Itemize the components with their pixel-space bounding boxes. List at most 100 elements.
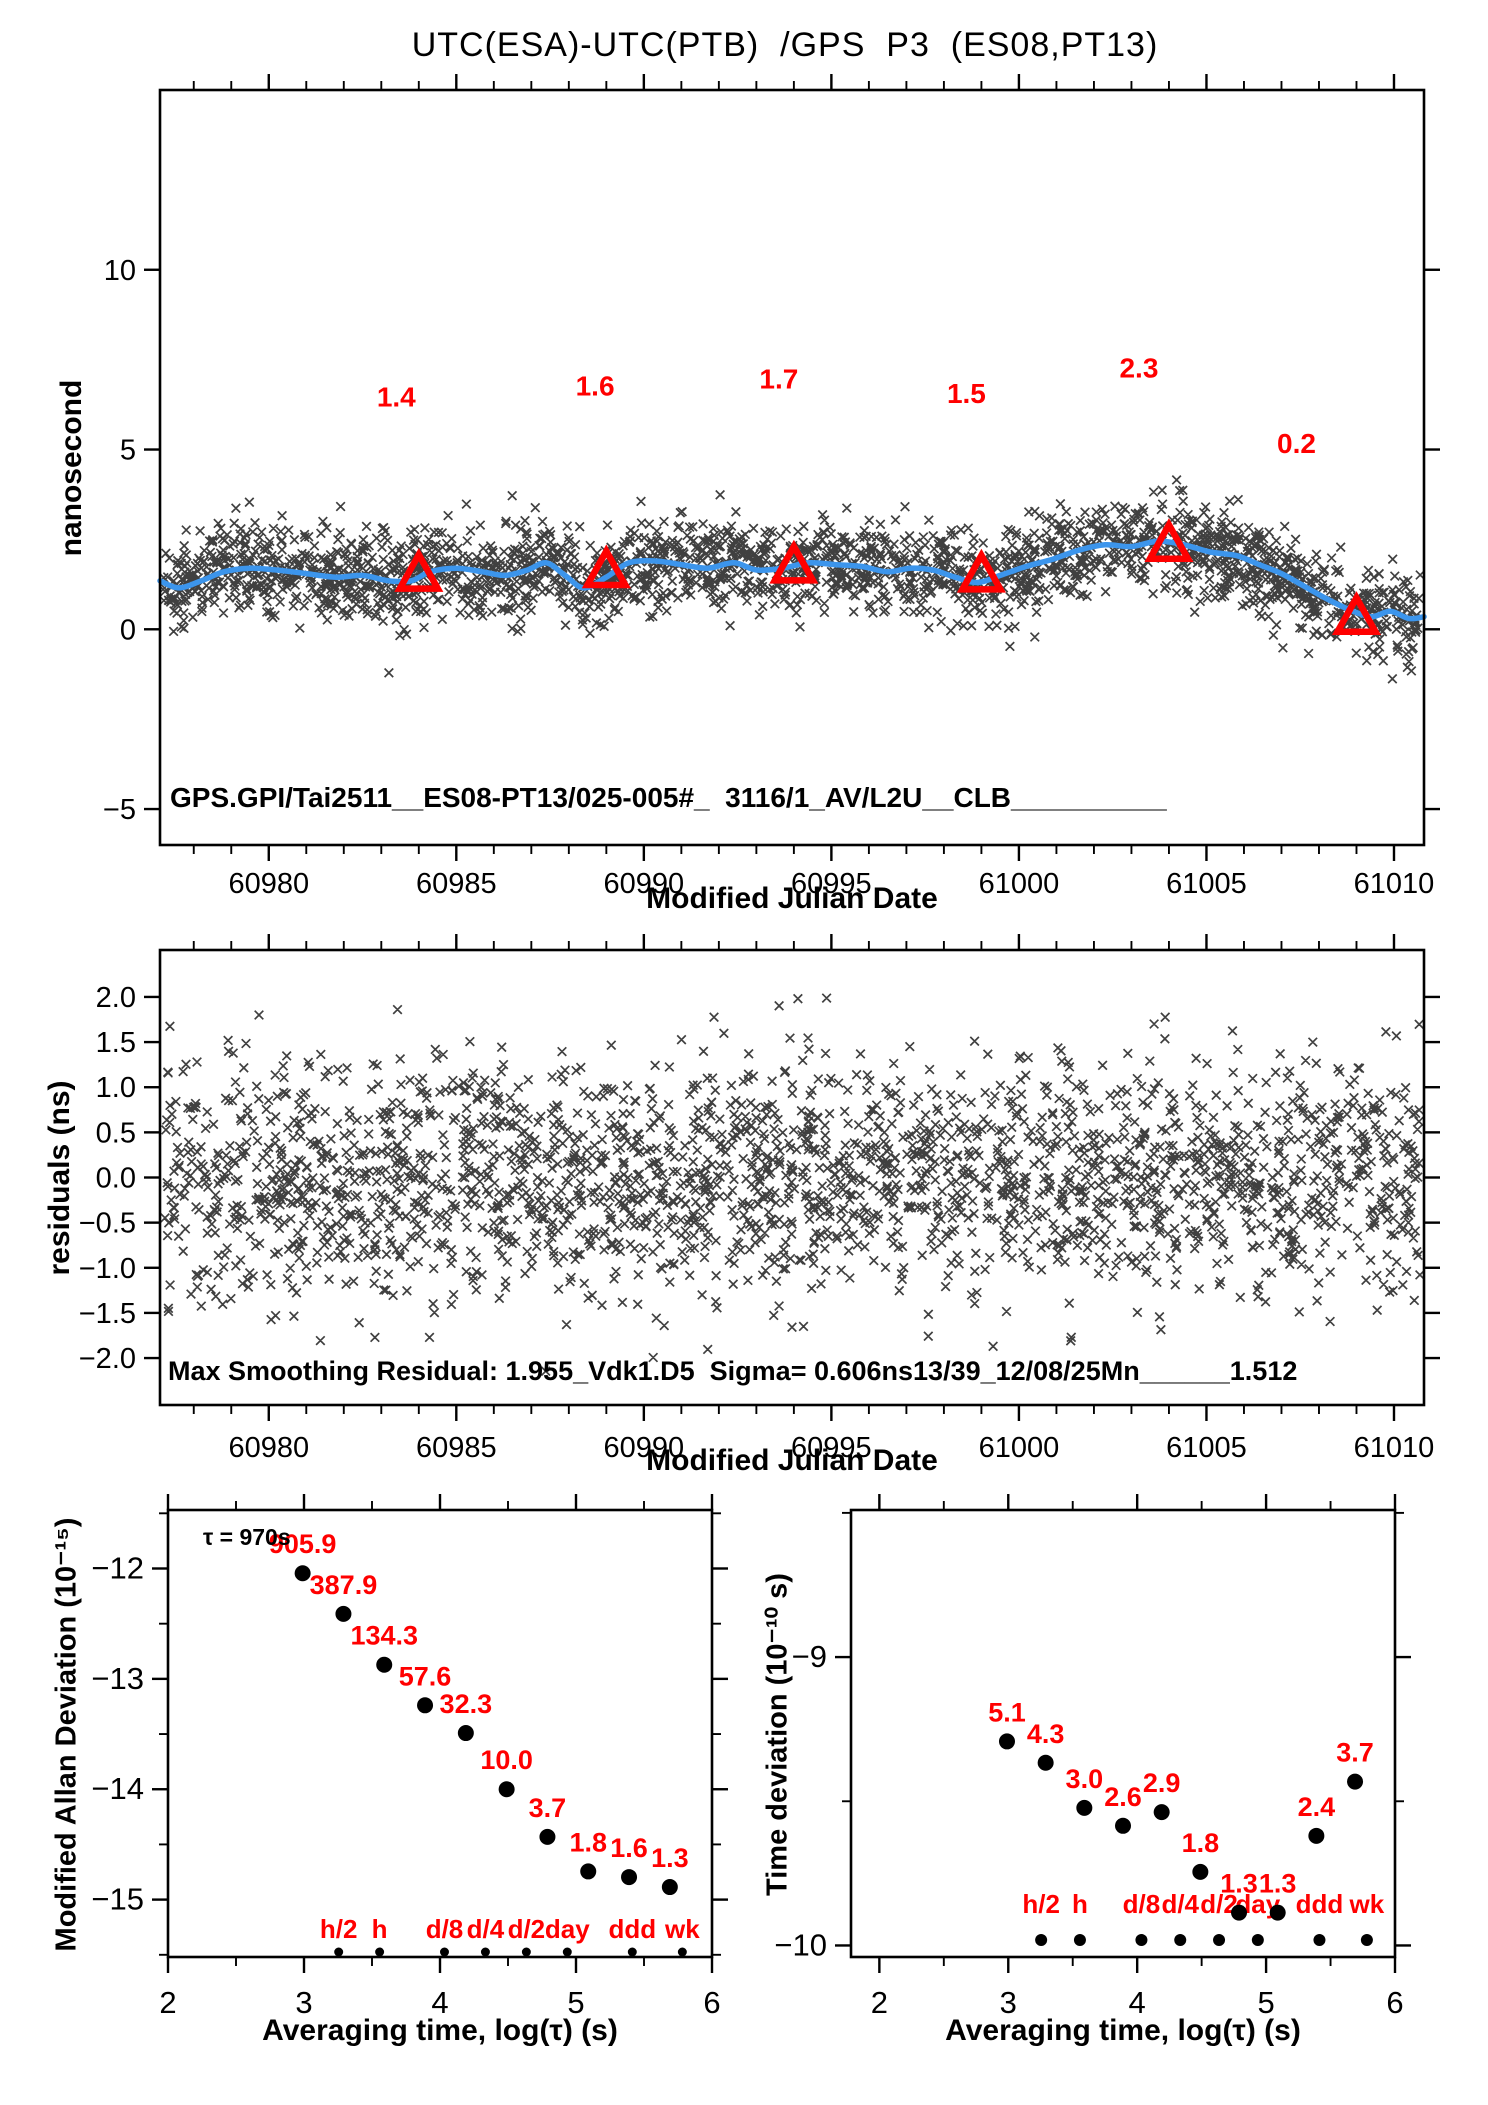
svg-text:3: 3 — [295, 1985, 312, 2020]
tdev-value-label: 5.1 — [988, 1697, 1026, 1727]
svg-text:0: 0 — [120, 614, 136, 646]
svg-text:61005: 61005 — [1166, 1432, 1247, 1464]
tau-marker-dot — [375, 1947, 385, 1957]
svg-text:2: 2 — [871, 1985, 888, 2020]
svg-text:−10: −10 — [774, 1927, 827, 1962]
tau-marker-dot — [1360, 1934, 1373, 1946]
calibration-value-label: 0.2 — [1277, 428, 1316, 459]
tdev-data-point — [1308, 1827, 1325, 1844]
tau-marker-label: h — [1072, 1889, 1088, 1919]
svg-text:−5: −5 — [103, 794, 136, 826]
svg-text:−15: −15 — [91, 1882, 144, 1917]
svg-text:60990: 60990 — [604, 868, 685, 900]
tau-marker-dot — [334, 1947, 344, 1957]
tau-marker-label: d/2 — [508, 1914, 546, 1944]
tdev-value-label: 1.8 — [1182, 1828, 1220, 1858]
residuals-scatter-points — [160, 993, 1425, 1377]
figure-title: UTC(ESA)-UTC(PTB) /GPS P3 (ES08,PT13) — [411, 26, 1159, 64]
tdev-value-label: 4.3 — [1027, 1719, 1065, 1749]
mdev-data-point — [294, 1565, 311, 1582]
svg-text:1.5: 1.5 — [96, 1027, 136, 1059]
tdev-data-point — [1153, 1804, 1170, 1821]
mdev-value-label: 32.3 — [440, 1689, 493, 1719]
phase-smoothed-line — [157, 538, 1427, 622]
phase-annotation: GPS.GPI/Tai2511__ES08-PT13/025-005#_ 311… — [170, 782, 1167, 813]
svg-text:4: 4 — [1129, 1985, 1146, 2020]
calibration-value-label: 1.4 — [377, 381, 416, 412]
svg-text:60985: 60985 — [416, 868, 497, 900]
svg-text:60995: 60995 — [791, 868, 872, 900]
mdev-data-point — [580, 1863, 597, 1880]
tau-marker-label: d/8 — [1123, 1889, 1161, 1919]
tau-marker-label: wk — [1349, 1889, 1385, 1919]
phase-panel: 1.4 1.6 1.7 1.5 2.3 0.2 60980 60985 60990 60995 61… — [103, 74, 1440, 900]
tdev-data-point — [1076, 1799, 1093, 1816]
tau-marker-label: ddd — [608, 1914, 656, 1944]
tau-marker-label: d/8 — [426, 1914, 464, 1944]
tdev-data-point — [1192, 1863, 1209, 1880]
svg-text:−13: −13 — [91, 1661, 144, 1696]
svg-text:−1.5: −1.5 — [79, 1298, 136, 1330]
tau-marker-label: d/4 — [467, 1914, 505, 1944]
svg-text:5: 5 — [567, 1985, 584, 2020]
mdev-value-label: 387.9 — [310, 1570, 378, 1600]
svg-text:5: 5 — [1257, 1985, 1274, 2020]
mdev-x-axis-label: Averaging time, log(τ) (s) — [262, 2014, 618, 2047]
svg-text:60980: 60980 — [228, 1432, 309, 1464]
mdev-data-point — [539, 1828, 556, 1845]
svg-text:61010: 61010 — [1354, 868, 1435, 900]
tau-marker-label: h/2 — [320, 1914, 358, 1944]
mdev-y-axis-label: Modified Allan Deviation (10⁻¹⁵) — [50, 1517, 83, 1952]
mdev-value-label: 1.3 — [651, 1843, 689, 1873]
svg-text:60980: 60980 — [228, 868, 309, 900]
mdev-panel: h/2 h d/8 d/4 d/2 day ddd wk 905.9 387.9 134.3 57.6… — [91, 1494, 728, 2020]
tdev-value-label: 3.0 — [1066, 1764, 1104, 1794]
svg-text:61000: 61000 — [979, 1432, 1060, 1464]
mdev-data-point — [498, 1781, 515, 1798]
tau-marker-dot — [1251, 1934, 1264, 1946]
tau-marker-label: d/4 — [1161, 1889, 1199, 1919]
svg-text:−0.5: −0.5 — [79, 1208, 136, 1240]
tau-marker-label: ddd — [1296, 1889, 1344, 1919]
svg-text:61005: 61005 — [1166, 868, 1247, 900]
svg-text:0.0: 0.0 — [96, 1163, 136, 1195]
mdev-value-label: 3.7 — [529, 1793, 567, 1823]
calibration-value-label: 1.5 — [947, 378, 986, 409]
svg-text:2: 2 — [159, 1985, 176, 2020]
svg-text:−14: −14 — [91, 1771, 144, 1806]
tau-marker-dot — [1174, 1934, 1187, 1946]
tau-marker-label: h/2 — [1022, 1889, 1060, 1919]
mdev-tau-annotation: τ = 970s — [203, 1524, 291, 1550]
tdev-x-axis-label: Averaging time, log(τ) (s) — [945, 2014, 1301, 2047]
mdev-value-label: 57.6 — [399, 1661, 452, 1691]
tau-marker-dot — [562, 1947, 572, 1957]
tdev-value-label: 2.9 — [1143, 1768, 1181, 1798]
svg-text:5: 5 — [120, 435, 136, 467]
svg-text:6: 6 — [703, 1985, 720, 2020]
svg-text:6: 6 — [1386, 1985, 1403, 2020]
svg-text:60995: 60995 — [791, 1432, 872, 1464]
tdev-value-label: 2.6 — [1104, 1782, 1142, 1812]
mdev-value-label: 134.3 — [350, 1621, 418, 1651]
calibration-triangle — [956, 548, 1006, 593]
calibration-value-label: 1.7 — [759, 363, 798, 394]
residuals-x-axis-label: Modified Julian Date — [646, 1444, 938, 1477]
tau-marker-label: day — [545, 1914, 590, 1944]
tdev-value-label: 1.3 — [1259, 1869, 1297, 1899]
tau-marker-dot — [1213, 1934, 1226, 1946]
tdev-y-axis-label: Time deviation (10⁻¹⁰ s) — [761, 1573, 794, 1896]
calibration-triangle — [769, 539, 819, 584]
svg-text:3: 3 — [1000, 1985, 1017, 2020]
tau-marker-dot — [521, 1947, 531, 1957]
mdev-value-label: 1.8 — [569, 1827, 607, 1857]
tdev-data-point — [1037, 1754, 1054, 1771]
svg-text:10: 10 — [104, 255, 136, 287]
tdev-data-point — [1269, 1904, 1286, 1921]
tau-marker-dot — [677, 1947, 687, 1957]
tdev-data-point — [998, 1733, 1015, 1750]
mdev-data-point — [621, 1869, 638, 1886]
svg-text:−2.0: −2.0 — [79, 1343, 136, 1375]
